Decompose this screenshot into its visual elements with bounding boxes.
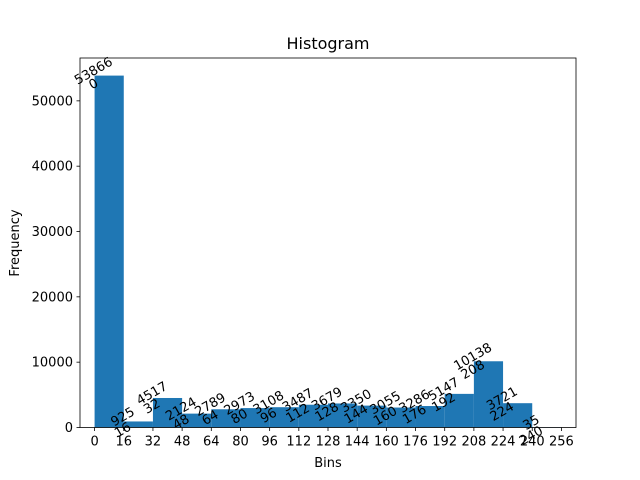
x-tick-label: 240 (520, 435, 545, 450)
bar-bin-start-label: 64 (200, 408, 222, 429)
histogram-bar (473, 361, 504, 428)
bar-bin-start-label: 48 (170, 412, 192, 433)
x-tick-label: 32 (145, 435, 162, 450)
histogram-bar (269, 407, 299, 428)
histogram-bar (357, 405, 387, 428)
histogram-bar (415, 406, 445, 428)
x-tick-label: 208 (461, 435, 486, 450)
x-tick-label: 0 (90, 435, 98, 450)
bar-bin-start-label: 80 (229, 406, 251, 427)
histogram-bar (123, 421, 153, 428)
histogram-bar (444, 393, 474, 428)
y-tick-label: 30000 (32, 225, 73, 240)
bar-bin-start-label: 32 (141, 396, 163, 417)
y-axis-label: Frequency (8, 209, 23, 276)
bar-count-label: 35 (521, 413, 543, 434)
y-tick-label: 50000 (32, 94, 73, 109)
y-tick-label: 10000 (32, 356, 73, 371)
y-tick-label: 20000 (32, 290, 73, 305)
x-tick-label: 144 (345, 435, 370, 450)
x-tick-label: 192 (432, 435, 457, 450)
histogram-bar (94, 75, 124, 428)
plot-frame (79, 57, 577, 428)
x-tick-label: 96 (261, 435, 278, 450)
x-tick-label: 80 (232, 435, 249, 450)
x-tick-label: 160 (374, 435, 399, 450)
x-tick-label: 112 (286, 435, 311, 450)
x-tick-label: 64 (203, 435, 220, 450)
chart-title: Histogram (287, 34, 370, 53)
histogram-bar (152, 397, 183, 428)
bar-bin-start-label: 16 (112, 420, 134, 441)
histogram-bar (182, 413, 212, 428)
x-tick-label: 176 (403, 435, 428, 450)
y-axis-ticks: 0 10000 20000 30000 40000 50000 (32, 94, 80, 436)
bars-group (94, 75, 562, 428)
y-tick-label: 0 (65, 421, 73, 436)
histogram-bar (503, 403, 533, 428)
x-tick-label: 256 (549, 435, 574, 450)
x-axis-label: Bins (314, 456, 342, 471)
x-axis-ticks: 0 16 32 48 64 80 96 112 128 144 160 176 192 208 224 240… (90, 427, 574, 450)
x-tick-label: 224 (491, 435, 516, 450)
histogram-bar (328, 403, 358, 428)
histogram-bar (211, 409, 241, 428)
x-tick-label: 128 (316, 435, 341, 450)
y-tick-label: 40000 (32, 160, 73, 175)
histogram-bar (240, 408, 270, 428)
x-tick-label: 48 (174, 435, 191, 450)
bar-bin-start-label: 96 (258, 406, 280, 427)
histogram-bar (386, 407, 416, 428)
histogram-bar (298, 404, 328, 428)
x-tick-label: 16 (115, 435, 132, 450)
